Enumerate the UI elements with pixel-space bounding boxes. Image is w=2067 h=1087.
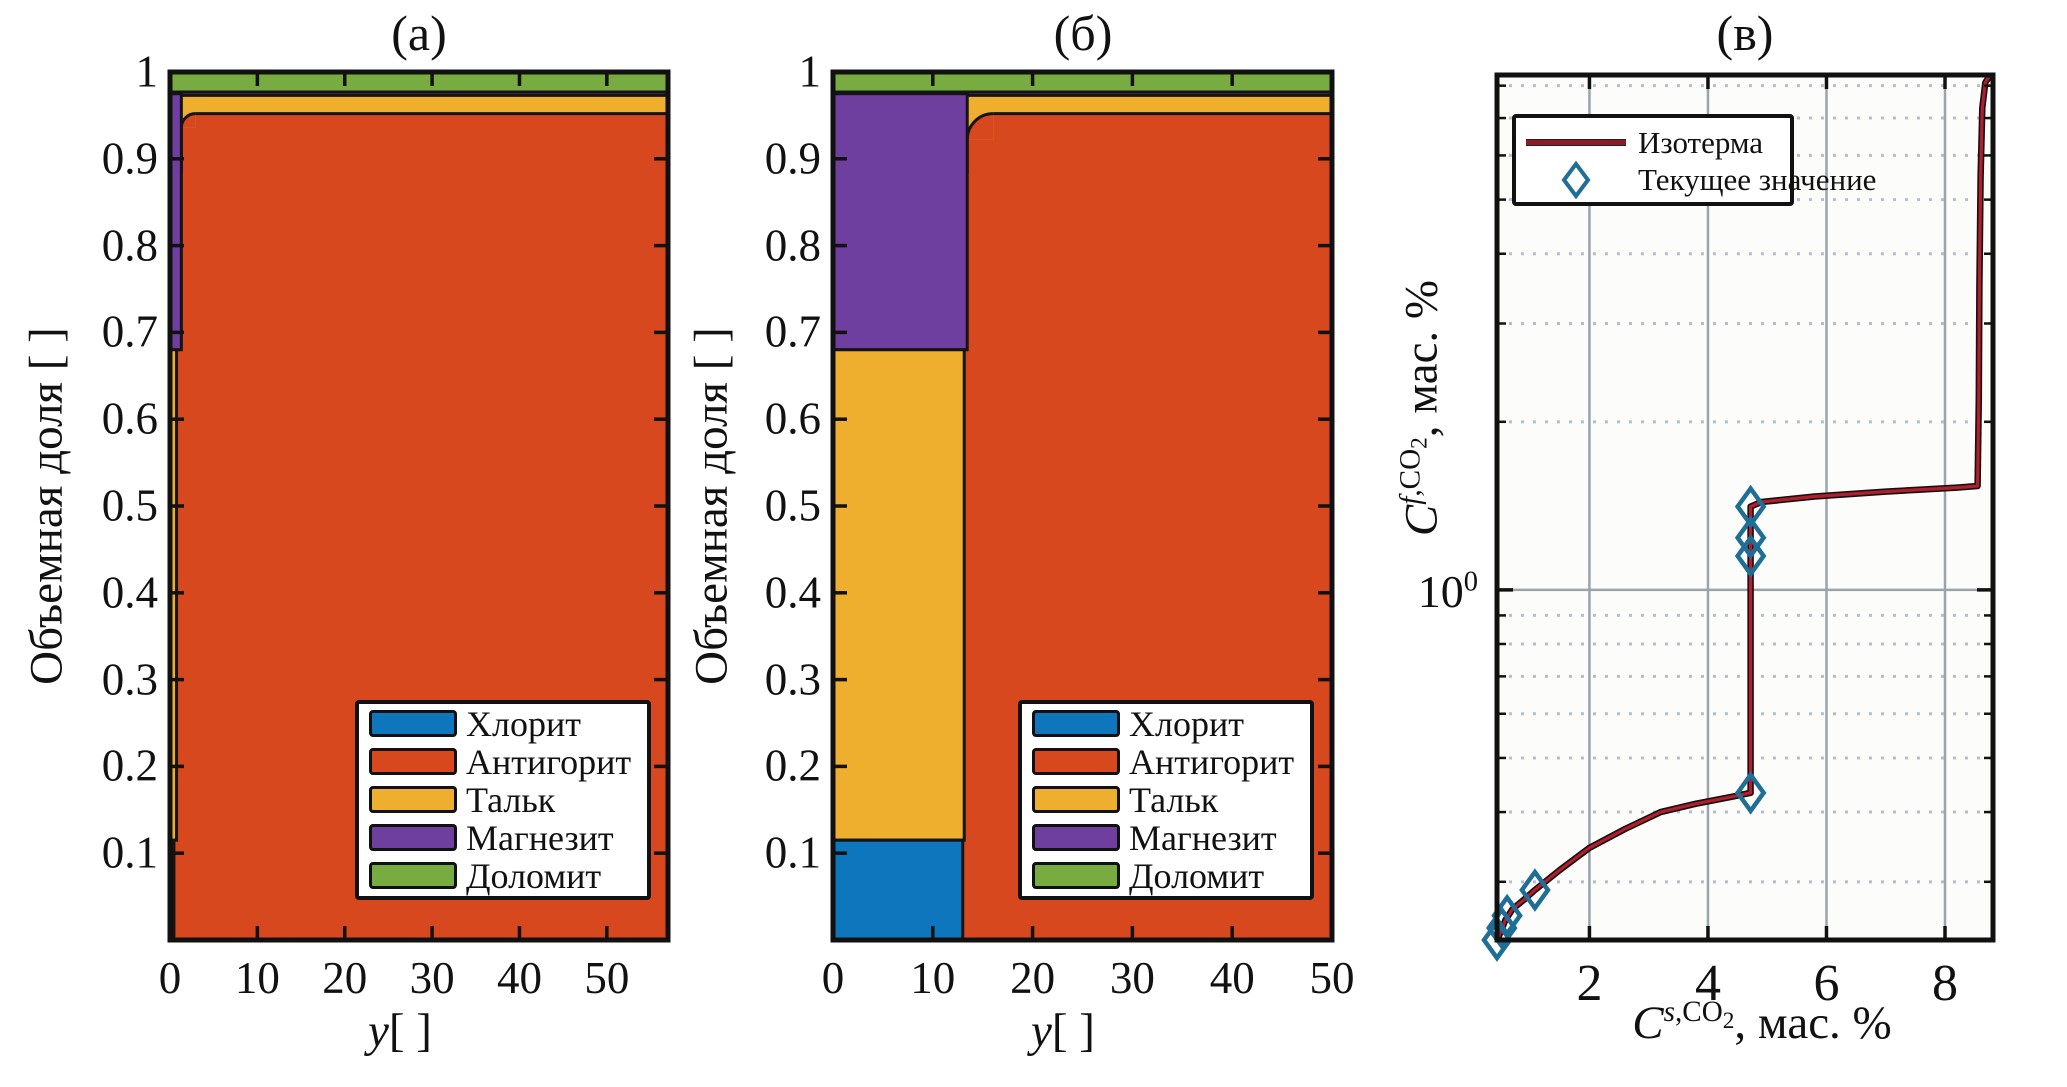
legend-swatch-dolomite — [1032, 862, 1120, 889]
legend-label: Магнезит — [1129, 817, 1277, 858]
x-tick-label: 6 — [1813, 955, 1840, 1012]
legend-item-talc: Тальк — [1032, 781, 1310, 818]
y-tick-label: 0.9 — [764, 133, 821, 184]
x-tick-label: 2 — [1576, 955, 1603, 1012]
legend-item-chlorite: Хлорит — [1032, 705, 1310, 742]
y-tick-label: 0.6 — [764, 393, 821, 444]
legend-swatch-magnesite — [1032, 824, 1120, 851]
legend-label: Антигорит — [1129, 741, 1295, 782]
y-tick-label: 0.5 — [101, 480, 158, 531]
legend-swatch-antigorite — [369, 748, 457, 775]
legend-swatch-antigorite — [1032, 748, 1120, 775]
x-tick-label: 50 — [584, 953, 630, 1003]
panel-c-y-axis-label: Cf,CO2, мас. % — [1394, 279, 1448, 537]
x-tick-label: 10 — [234, 953, 280, 1003]
legend-item-dolomite: Доломит — [1032, 857, 1310, 894]
legend-swatch-chlorite — [1032, 710, 1120, 737]
panel-b-y-axis-label: Объемная доля [ ] — [685, 327, 738, 685]
y-tick-label: 0.4 — [101, 567, 158, 618]
panel-a-title: (а) — [391, 5, 447, 61]
y-tick-label: 0.8 — [764, 220, 821, 271]
y-tick-label: 0.6 — [101, 393, 158, 444]
legend-item-chlorite: Хлорит — [369, 705, 647, 742]
y-tick-label: 1 — [798, 46, 822, 97]
y-tick-label: 1 — [135, 46, 159, 97]
y-tick-label: 0.9 — [101, 133, 158, 184]
legend-item-talc: Тальк — [369, 781, 647, 818]
x-tick-label: 20 — [322, 953, 368, 1003]
y-tick-label: 0.4 — [764, 567, 821, 618]
x-tick-label: 30 — [409, 953, 455, 1003]
legend-label: Магнезит — [466, 817, 614, 858]
legend-label: Хлорит — [466, 703, 581, 744]
legend-label: Доломит — [1129, 855, 1265, 896]
legend-item-antigorite: Антигорит — [369, 743, 647, 780]
legend-label: Тальк — [1129, 779, 1219, 820]
x-tick-label: 30 — [1109, 953, 1155, 1003]
y-tick-label: 0.2 — [101, 740, 158, 791]
legend-label: Антигорит — [466, 741, 632, 782]
panel-b-title: (б) — [1053, 5, 1113, 61]
legend-item-magnesite: Магнезит — [1032, 819, 1310, 856]
x-tick-label: 40 — [496, 953, 542, 1003]
x-tick-label: 0 — [821, 953, 845, 1003]
y-tick-label: 0.3 — [101, 654, 158, 705]
legend-item-isotherm: Изотерма — [1526, 124, 1780, 161]
panel-c-plot-area — [1481, 72, 1996, 962]
panel-c-x-axis-label: Cs,CO2, мас. % — [1632, 996, 1892, 1049]
legend-item-dolomite: Доломит — [369, 857, 647, 894]
legend-label: Доломит — [466, 855, 602, 896]
x-tick-label: 0 — [158, 953, 182, 1003]
panel-c-legend: Изотерма Текущее значение — [1512, 114, 1876, 206]
panel-b-x-axis-label: y[ ] — [1031, 1005, 1095, 1057]
y-tick-label: 0.3 — [764, 654, 821, 705]
legend-swatch-chlorite — [369, 710, 457, 737]
y-tick-label: 0.1 — [101, 827, 158, 878]
y-tick-label: 0.7 — [101, 306, 158, 357]
legend-item-antigorite: Антигорит — [1032, 743, 1310, 780]
legend-label: Хлорит — [1129, 703, 1244, 744]
legend-swatch-dolomite — [369, 862, 457, 889]
x-tick-label: 20 — [1010, 953, 1056, 1003]
x-tick-label: 50 — [1309, 953, 1355, 1003]
panel-c-y-tick-label: 100 — [1417, 566, 1478, 617]
y-tick-label: 0.5 — [764, 480, 821, 531]
y-tick-label: 0.2 — [764, 740, 821, 791]
legend-swatch-talc — [369, 786, 457, 813]
y-tick-label: 0.7 — [764, 306, 821, 357]
x-tick-label: 40 — [1209, 953, 1255, 1003]
legend-item-magnesite: Магнезит — [369, 819, 647, 856]
isotherm-line-swatch — [1526, 139, 1626, 146]
y-tick-label: 0.1 — [764, 827, 821, 878]
panel-a-legend: Хлорит Антигорит Тальк Магнезит Доломит — [355, 700, 651, 900]
panel-a-x-axis-label: y[ ] — [368, 1005, 432, 1057]
panel-c-title: (в) — [1716, 5, 1774, 61]
panel-b-legend: Хлорит Антигорит Тальк Магнезит Доломит — [1018, 700, 1314, 900]
legend-swatch-talc — [1032, 786, 1120, 813]
x-tick-label: 10 — [910, 953, 956, 1003]
legend-item-current-value: Текущее значение — [1526, 160, 1876, 200]
panel-a-y-axis-label: Объемная доля [ ] — [20, 327, 73, 685]
x-tick-label: 8 — [1932, 955, 1958, 1012]
y-tick-label: 0.8 — [101, 220, 158, 271]
legend-swatch-magnesite — [369, 824, 457, 851]
x-tick-label: 4 — [1694, 955, 1721, 1012]
legend-label: Тальк — [466, 779, 556, 820]
diamond-marker-icon — [1526, 160, 1626, 200]
